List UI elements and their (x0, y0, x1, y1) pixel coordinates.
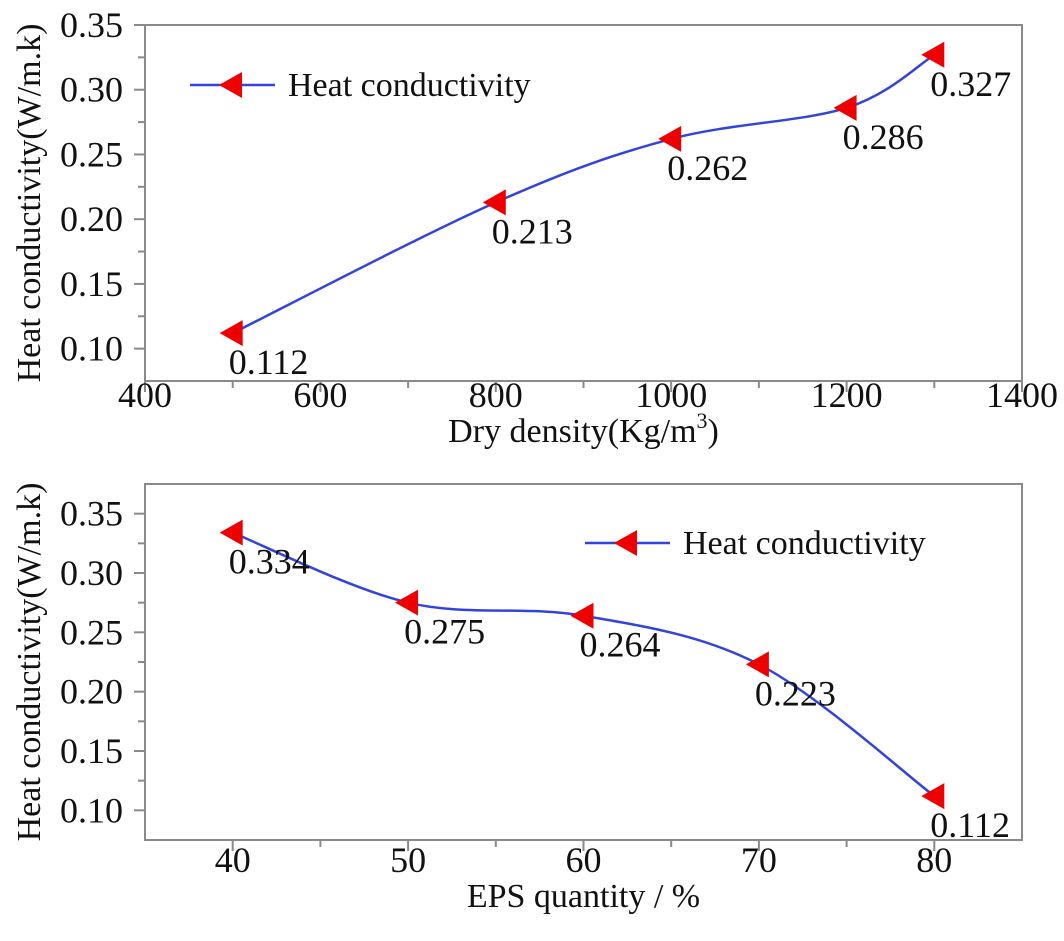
y-tick-label: 0.20 (60, 199, 123, 239)
y-tick-label: 0.30 (60, 70, 123, 110)
y-tick-label: 0.10 (60, 790, 123, 830)
y-tick-label: 0.20 (60, 672, 123, 712)
series-line (232, 53, 935, 335)
data-label: 0.112 (930, 805, 1010, 845)
x-tick-label: 1000 (635, 375, 707, 415)
x-tick-label: 1400 (986, 375, 1058, 415)
x-tick-label: 400 (118, 375, 172, 415)
x-tick-label: 40 (215, 840, 251, 880)
x-tick-label: 800 (469, 375, 523, 415)
y-tick-label: 0.35 (60, 5, 123, 45)
y-tick-label: 0.10 (60, 329, 123, 369)
data-label: 0.275 (404, 612, 485, 652)
x-tick-label: 60 (566, 840, 602, 880)
legend-label: Heat conductivity (288, 67, 531, 104)
data-label: 0.112 (229, 342, 309, 382)
x-axis-label-end: ) (708, 413, 719, 450)
x-tick-label: 1200 (811, 375, 883, 415)
y-tick-label: 0.25 (60, 612, 123, 652)
y-axis-label: Heat conductivity(W/m.k) (11, 483, 48, 842)
data-label: 0.262 (667, 148, 748, 188)
x-axis-label: EPS quantity / % (467, 878, 700, 915)
data-label: 0.327 (930, 64, 1011, 104)
x-axis-label: Dry density(Kg/m3) (448, 408, 719, 450)
legend-marker (614, 530, 637, 556)
data-point-marker (482, 189, 506, 216)
chart-1: 0.10 0.15 0.20 0.25 0.30 0.35 400 600 800 1000 120… (11, 5, 1058, 450)
chart-2: 0.10 0.15 0.20 0.25 0.30 0.35 40 50 60 70 80 EPS qu… (11, 483, 1023, 915)
y-tick-label: 0.30 (60, 553, 123, 593)
x-tick-label: 70 (741, 840, 777, 880)
data-label: 0.286 (843, 117, 924, 157)
data-point-marker (395, 589, 419, 616)
legend-marker (219, 72, 242, 98)
x-axis-label-text: EPS quantity / % (467, 878, 700, 915)
data-point-marker (921, 41, 945, 68)
data-point-marker (570, 602, 594, 629)
data-point-marker (219, 519, 243, 546)
data-label: 0.223 (755, 673, 836, 713)
data-label: 0.334 (229, 542, 310, 582)
data-point-marker (219, 320, 243, 347)
x-tick-label: 600 (293, 375, 347, 415)
x-tick-label: 50 (390, 840, 426, 880)
y-tick-label: 0.35 (60, 494, 123, 534)
y-axis-label: Heat conductivity(W/m.k) (11, 24, 48, 383)
y-tick-label: 0.25 (60, 134, 123, 174)
data-point-marker (921, 783, 945, 810)
y-tick-label: 0.15 (60, 731, 123, 771)
y-tick-label: 0.15 (60, 264, 123, 304)
x-axis-label-superscript: 3 (697, 408, 708, 433)
x-tick-label: 80 (916, 840, 952, 880)
legend-label: Heat conductivity (683, 525, 926, 562)
data-point-marker (745, 651, 769, 678)
data-label: 0.213 (492, 211, 573, 251)
data-label: 0.264 (580, 625, 661, 665)
x-axis-label-text: Dry density(Kg/m (448, 413, 696, 450)
plot-frame (144, 24, 1023, 382)
data-point-marker (833, 94, 857, 121)
data-point-marker (658, 125, 682, 152)
